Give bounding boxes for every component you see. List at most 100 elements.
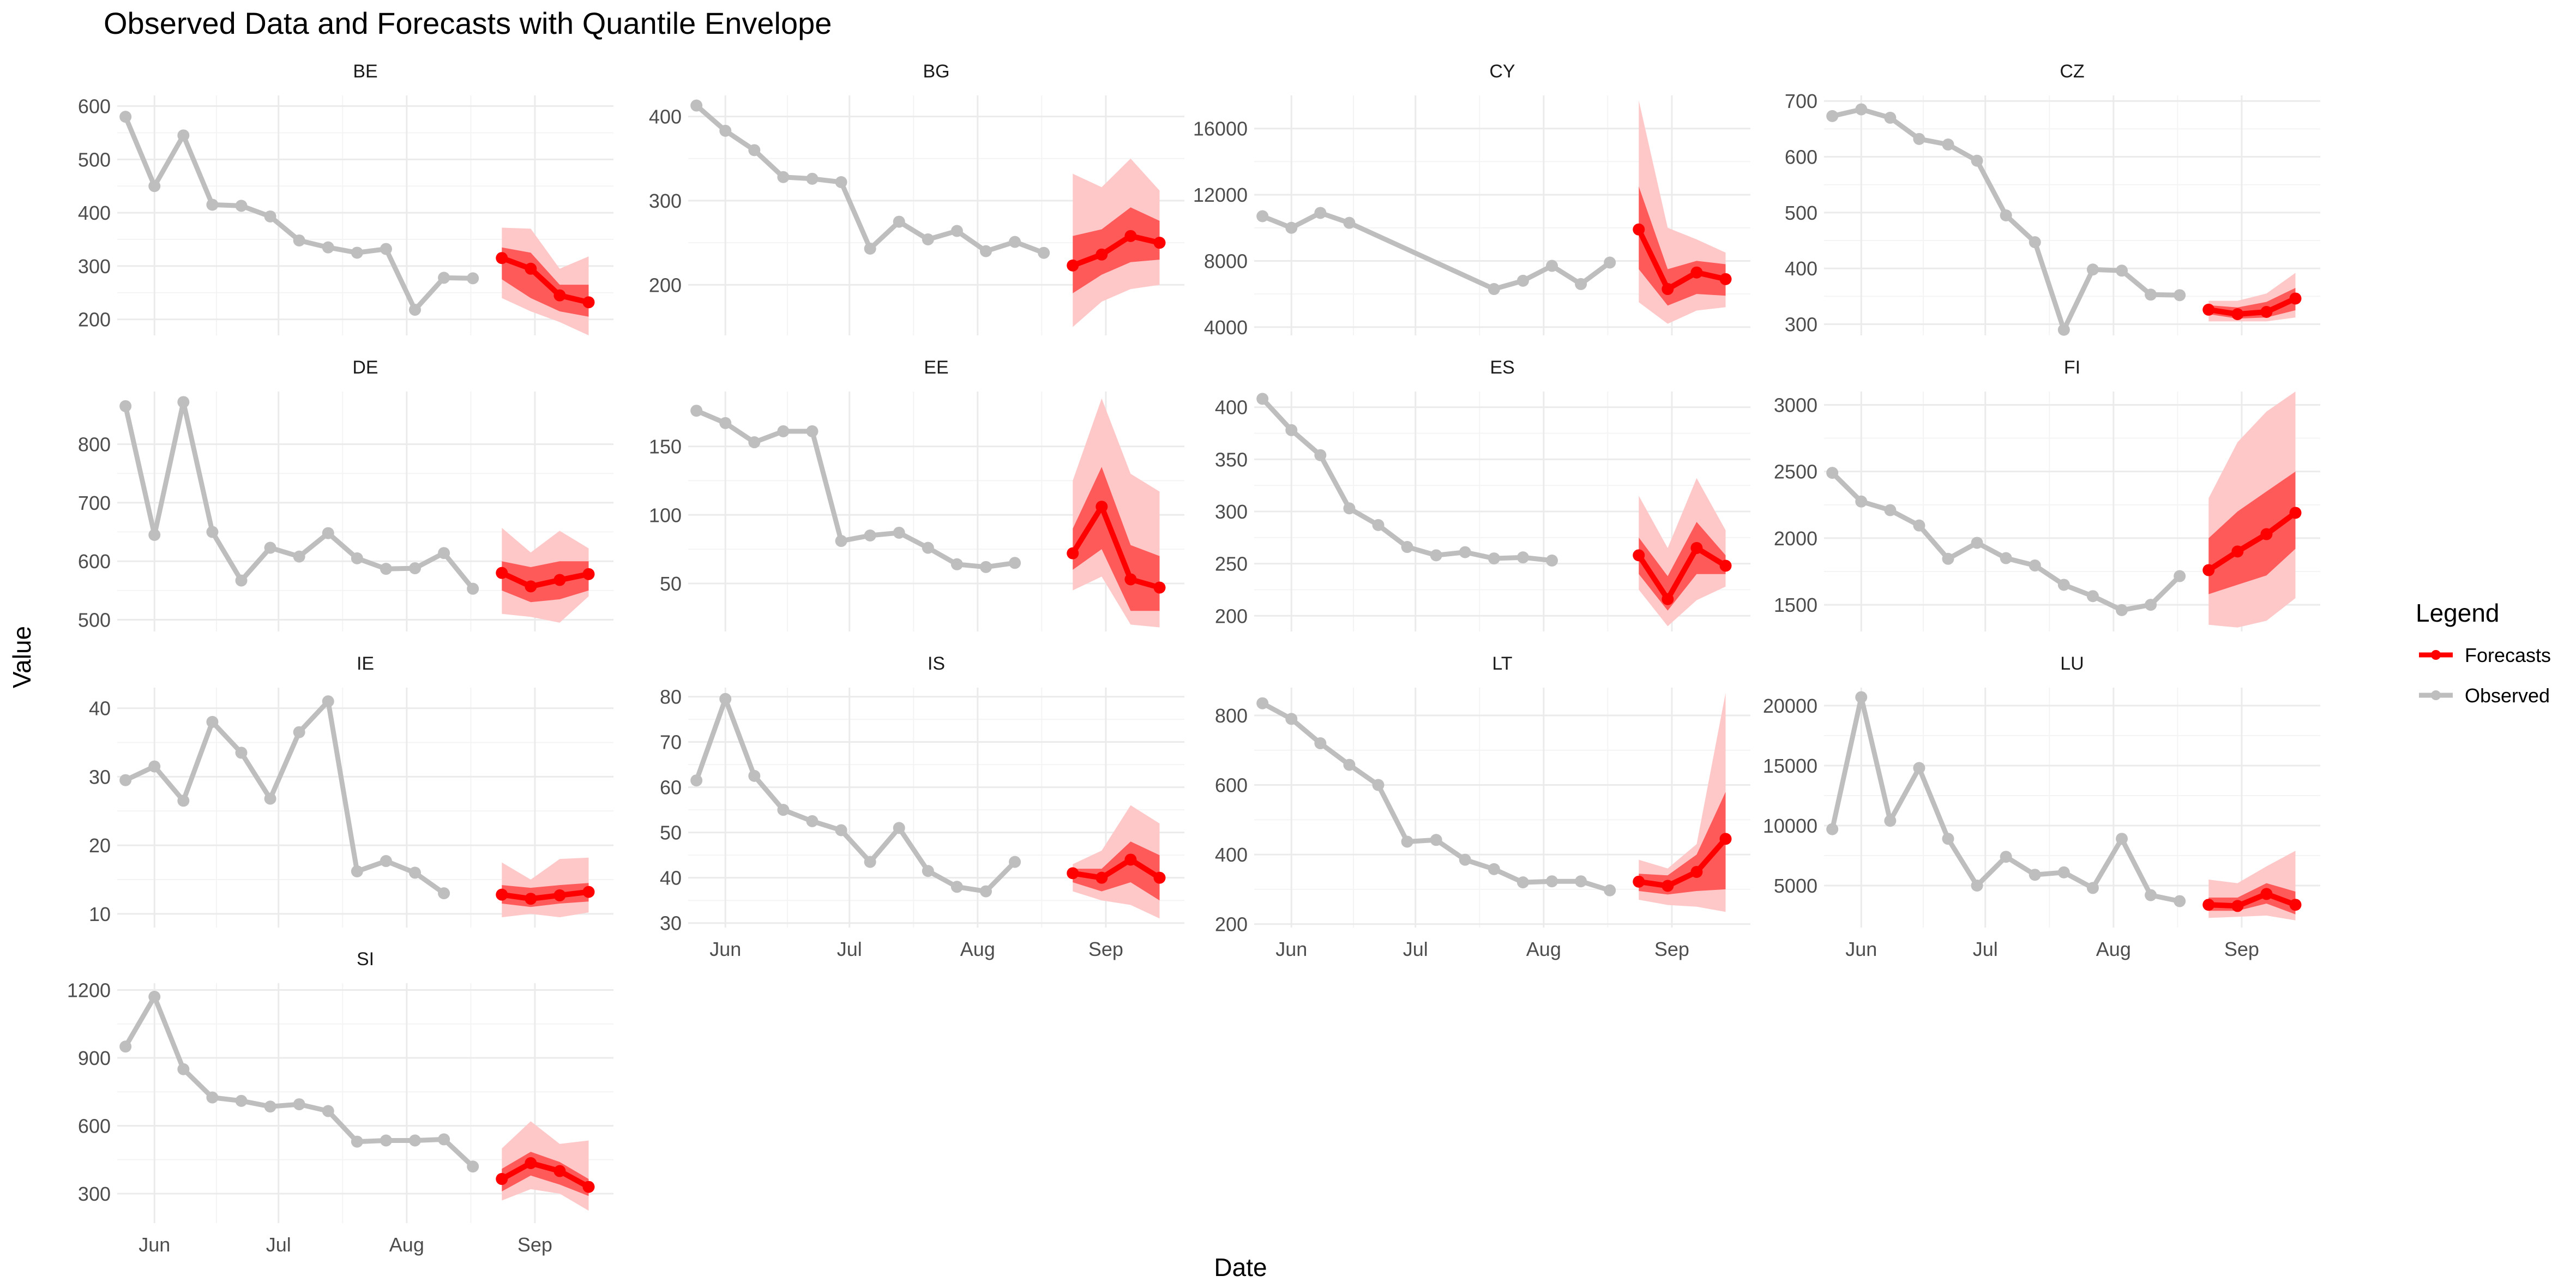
forecast-line-lt <box>1636 836 1729 889</box>
grid-fi <box>1824 392 2320 631</box>
observed-point <box>1401 541 1413 553</box>
observed-point <box>1971 537 1983 549</box>
observed-point <box>719 417 732 429</box>
y-tick-label: 300 <box>1785 314 1817 336</box>
observed-point <box>1372 779 1385 791</box>
observed-point <box>864 856 876 868</box>
observed-point <box>467 272 479 285</box>
observed-point <box>235 200 248 212</box>
panel-title-ie: IE <box>357 653 374 674</box>
panel-ie: IE 10 20 30 40 <box>89 653 613 928</box>
observed-point <box>293 726 305 738</box>
legend: Legend Forecasts Observed <box>2416 599 2551 707</box>
observed-point <box>719 693 732 705</box>
y-tick-label: 40 <box>660 867 682 889</box>
y-tick-label: 8000 <box>1204 250 1248 272</box>
forecast-point <box>2202 303 2215 316</box>
x-tick-label: Jul <box>266 1233 291 1256</box>
observed-point <box>748 769 761 782</box>
x-tick-label: Sep <box>517 1233 552 1256</box>
panel-bg: BG 200 300 400 <box>649 61 1184 335</box>
observed-point <box>206 198 219 211</box>
observed-point <box>1009 856 1021 868</box>
y-tick-label: 1200 <box>67 979 111 1001</box>
inner-quantile-band-fi <box>2208 471 2296 594</box>
observed-point <box>119 1040 132 1053</box>
observed-point <box>777 804 790 816</box>
observed-point <box>1516 876 1529 889</box>
forecast-line-si <box>499 1160 592 1190</box>
forecast-line-ie <box>499 889 592 902</box>
forecast-point <box>525 580 537 593</box>
observed-point <box>1913 762 1925 774</box>
observed-point <box>2116 604 2128 616</box>
panel-title-is: IS <box>928 653 945 674</box>
observed-point <box>1971 880 1983 892</box>
y-tick-label: 250 <box>1215 553 1248 575</box>
observed-point <box>2000 851 2012 863</box>
observed-point <box>835 176 847 189</box>
observed-point <box>2000 209 2012 221</box>
observed-point <box>1459 546 1471 558</box>
observed-point <box>1430 549 1442 562</box>
observed-line-lu <box>1829 695 2182 904</box>
observed-point <box>177 1063 190 1075</box>
forecast-point <box>2260 528 2273 540</box>
observed-point <box>1314 449 1327 461</box>
y-tick-label: 200 <box>1215 913 1248 936</box>
x-tick-label: Jul <box>1973 938 1998 960</box>
observed-point <box>322 527 334 539</box>
forecast-point <box>1096 871 1108 884</box>
forecast-point <box>2231 545 2244 558</box>
observed-line-ie <box>123 699 447 896</box>
y-tick-label: 400 <box>1215 396 1248 419</box>
panel-title-es: ES <box>1490 357 1514 378</box>
observed-line-lt <box>1260 701 1612 893</box>
observed-point <box>1546 554 1558 567</box>
x-tick-label: Aug <box>389 1233 424 1256</box>
observed-point <box>322 241 334 254</box>
forecast-point <box>2289 507 2302 519</box>
observed-point <box>2086 263 2099 276</box>
legend-key-observed-point <box>2431 690 2441 700</box>
y-tick-label: 2500 <box>1774 461 1817 483</box>
x-tick-label: Sep <box>1088 938 1123 960</box>
forecast-line-es <box>1636 545 1729 602</box>
y-tick-label: 3000 <box>1774 394 1817 416</box>
observed-point <box>351 1135 363 1148</box>
forecast-point <box>1633 549 1645 562</box>
observed-point <box>1314 207 1327 219</box>
forecast-point <box>525 262 537 275</box>
observed-point <box>467 582 479 595</box>
panel-fi: FI 1500 2000 2500 3000 <box>1774 357 2320 631</box>
forecast-point <box>582 296 595 309</box>
observed-point <box>293 1098 305 1111</box>
observed-point <box>2116 264 2128 277</box>
x-tick-label: Sep <box>1654 938 1689 960</box>
observed-point <box>1855 103 1868 116</box>
panel-si: SI 300 600 900 1200 Jun Jul Aug Sep <box>67 949 613 1256</box>
observed-point <box>467 1160 479 1173</box>
forecast-point <box>1067 547 1079 559</box>
observed-point <box>119 400 132 412</box>
y-tick-label: 15000 <box>1763 755 1817 777</box>
x-tick-label: Sep <box>2224 938 2259 960</box>
y-tick-label: 600 <box>1215 774 1248 797</box>
observed-point <box>1488 552 1500 565</box>
y-tick-label: 400 <box>78 202 111 224</box>
observed-point <box>777 425 790 437</box>
observed-point <box>864 242 876 255</box>
y-tick-label: 500 <box>1785 202 1817 224</box>
forecast-point <box>1124 573 1137 586</box>
observed-point <box>922 865 934 877</box>
y-tick-label: 12000 <box>1193 184 1248 206</box>
forecast-point <box>496 252 508 264</box>
forecast-point <box>1662 880 1674 892</box>
grid-cz <box>1824 95 2320 335</box>
inner-quantile-band-si <box>502 1152 589 1196</box>
observed-point <box>2174 570 2186 582</box>
forecast-point <box>1153 581 1166 594</box>
observed-point <box>2029 559 2041 571</box>
grid-lt <box>1254 688 1750 928</box>
